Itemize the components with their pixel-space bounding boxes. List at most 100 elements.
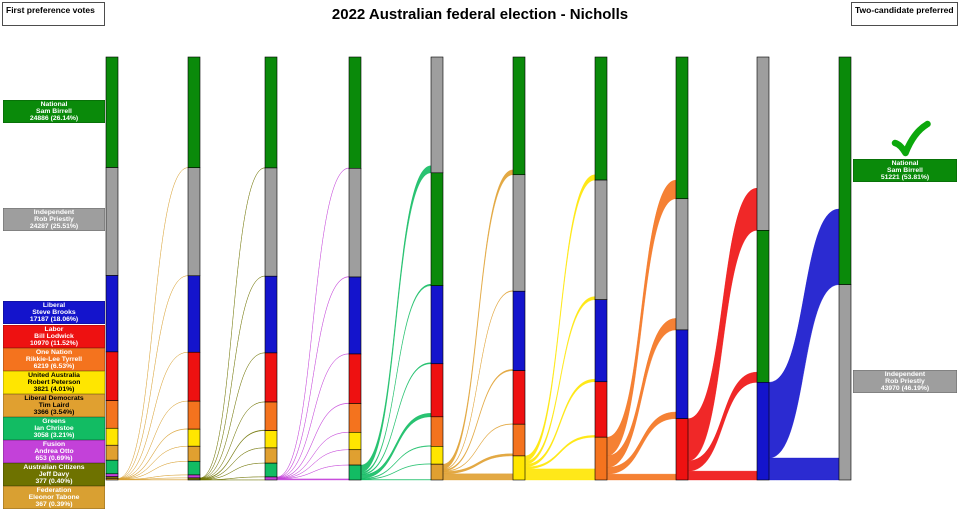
bar-round2-ALP <box>187 351 201 402</box>
label-line: One Nation <box>35 348 73 356</box>
bar-round7-NAT <box>594 56 608 181</box>
bar-round9-LIB <box>756 382 770 481</box>
label-line: Fusion <box>42 440 66 448</box>
bar-round2-UAP <box>187 428 201 447</box>
bar-round1-FED <box>105 478 119 481</box>
bar-round6-IND <box>512 174 526 292</box>
flow-LIB-to-NAT <box>768 208 840 459</box>
fp-label-FUS: Fusion Andrea Otto 653 (0.69%) <box>3 440 105 463</box>
bar-round9-NAT <box>756 230 770 383</box>
label-line: 17187 (18.06%) <box>29 316 79 324</box>
two-candidate-preferred-box: Two-candidate preferred <box>851 2 958 26</box>
flow-FED-to-ON <box>117 428 189 480</box>
bar-round2-IND <box>187 167 201 277</box>
label-line: Andrea Otto <box>34 447 74 455</box>
fp-label-CIT: Australian Citizens Jeff Davy 377 (0.40%) <box>3 463 105 486</box>
bar-round2-NAT <box>187 56 201 169</box>
label-line: 24287 (25.51%) <box>29 223 79 231</box>
bar-round2-ON <box>187 400 201 430</box>
label-line: National <box>891 159 919 167</box>
tcp-label-NAT: National Sam Birrell 51221 (53.81%) <box>853 159 957 182</box>
fp-label-ON: One Nation Rikkie-Lee Tyrrell 6219 (6.53%) <box>3 348 105 371</box>
bar-round8-LIB <box>675 329 689 419</box>
bar-round2-LDP <box>187 445 201 462</box>
fp-label-IND: Independent Rob Priestly 24287 (25.51%) <box>3 208 105 231</box>
bar-round7-LIB <box>594 299 608 383</box>
bar-round3-GRN <box>264 462 278 478</box>
flow-UAP-to-NAT <box>524 174 596 462</box>
bar-round1-ON <box>105 400 119 429</box>
bar-round4-ON <box>348 403 362 433</box>
bar-round2-GRN <box>187 460 201 476</box>
bar-round8-ALP <box>675 418 689 481</box>
bar-round3-ON <box>264 401 278 431</box>
flow-GRN-to-ALP <box>360 413 432 479</box>
bar-round6-UAP <box>512 455 526 481</box>
flow-FED-to-UAP <box>117 445 189 480</box>
bar-round2-LIB <box>187 275 201 353</box>
flow-CIT-to-LIB <box>199 352 266 479</box>
flow-FUS-to-GRN <box>276 478 350 481</box>
label-line: Tim Laird <box>38 401 70 409</box>
bar-round3-UAP <box>264 430 278 449</box>
bar-round4-LDP <box>348 449 362 466</box>
label-line: 10970 (11.52%) <box>30 340 78 348</box>
bar-round3-LDP <box>264 447 278 464</box>
label-line: Rikkie-Lee Tyrrell <box>25 355 83 363</box>
label-line: Greens <box>42 417 66 425</box>
label-line: Independent <box>33 208 75 216</box>
label-line: Australian Citizens <box>23 463 85 471</box>
bar-round1-ALP <box>105 351 119 401</box>
bar-round1-IND <box>105 167 119 276</box>
flow-UAP-to-LIB <box>524 378 596 468</box>
bar-round5-LDP <box>430 463 444 481</box>
label-line: 377 (0.40%) <box>35 478 73 486</box>
bar-round1-LIB <box>105 275 119 353</box>
label-line: 653 (0.69%) <box>35 455 73 463</box>
label-line: 24886 (26.14%) <box>29 115 79 123</box>
fp-label-UAP: United Australia Robert Peterson 3821 (4.0… <box>3 371 105 394</box>
bar-round4-GRN <box>348 464 362 481</box>
flow-LIB-to-IND <box>768 457 840 481</box>
bar-round8-NAT <box>675 56 689 200</box>
bar-round3-FUS <box>264 476 278 481</box>
fp-label-LDP: Liberal Democrats Tim Laird 3366 (3.54%) <box>3 394 105 417</box>
flow-FUS-to-ALP <box>276 402 350 479</box>
bar-round4-LIB <box>348 276 362 355</box>
bar-round1-NAT <box>105 56 119 168</box>
bar-round6-LIB <box>512 290 526 371</box>
fp-label-ALP: Labor Bill Lodwick 10970 (11.52%) <box>3 325 105 348</box>
flow-FED-to-NAT <box>117 167 189 479</box>
bar-round1-FUS <box>105 473 119 477</box>
bar-round7-ON <box>594 436 608 481</box>
label-line: Rob Priestly <box>34 215 74 223</box>
flow-FED-to-LIB <box>117 351 189 479</box>
label-line: 3058 (3.21%) <box>33 432 75 440</box>
flow-LDP-to-UAP <box>442 473 514 481</box>
flow-ALP-to-LIB <box>687 470 758 481</box>
bar-round4-ALP <box>348 353 362 404</box>
bar-round9-IND <box>756 56 770 231</box>
label-line: Steve Brooks <box>32 308 76 316</box>
flow-ON-to-ALP <box>606 473 677 481</box>
bar-round6-ALP <box>512 370 526 425</box>
bar-round7-IND <box>594 179 608 300</box>
two-candidate-preferred-label: Two-candidate preferred <box>855 5 954 15</box>
bar-round10-NAT <box>838 56 852 285</box>
bar-round8-IND <box>675 198 689 331</box>
bar-round5-ON <box>430 416 444 447</box>
label-line: 6219 (6.53%) <box>33 363 75 371</box>
bar-round4-IND <box>348 167 362 278</box>
bar-round1-LDP <box>105 444 119 461</box>
label-line: National <box>40 100 68 108</box>
bar-round3-IND <box>264 167 278 277</box>
first-preference-votes-box: First preference votes <box>2 2 105 26</box>
bar-round3-NAT <box>264 56 278 169</box>
bar-round2-CIT <box>187 477 201 481</box>
flow-UAP-to-ON <box>524 468 596 481</box>
label-line: Jeff Davy <box>38 470 70 478</box>
fp-label-NAT: National Sam Birrell 24886 (26.14%) <box>3 100 105 123</box>
flow-FUS-to-IND <box>276 276 350 478</box>
flow-CIT-to-ALP <box>199 401 266 479</box>
label-line: 43970 (46.19%) <box>880 385 930 393</box>
